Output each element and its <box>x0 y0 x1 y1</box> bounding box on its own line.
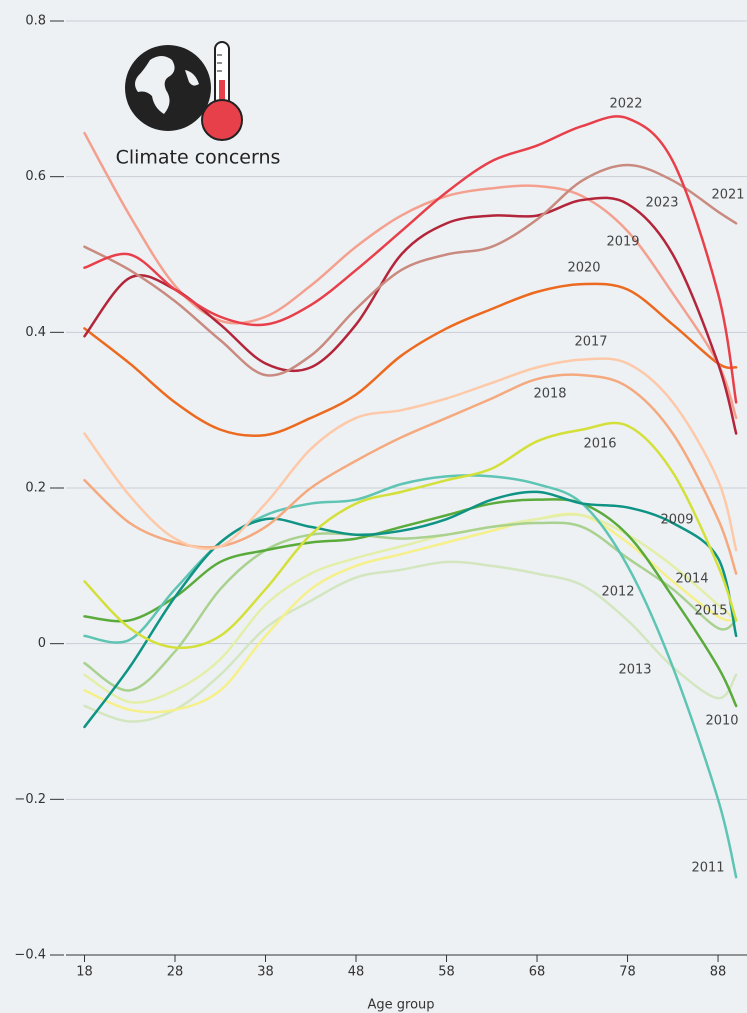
series-label: 2013 <box>618 663 651 678</box>
x-tick-label: 38 <box>257 965 274 980</box>
series-line <box>83 513 738 704</box>
series-label: 2020 <box>567 261 600 276</box>
series-label: 2015 <box>694 604 727 619</box>
y-tick-label: 0.6 <box>25 169 46 184</box>
series-line <box>83 521 738 692</box>
series-line <box>83 196 738 435</box>
series-line <box>83 357 738 552</box>
thermometer-bulb <box>201 99 243 141</box>
series-line <box>83 421 738 650</box>
x-tick-label: 58 <box>438 965 455 980</box>
x-axis-label: Age group <box>367 998 434 1013</box>
series-label: 2019 <box>606 235 639 250</box>
x-tick-label: 48 <box>348 965 365 980</box>
series-label: 2021 <box>711 188 744 203</box>
series-line <box>83 498 738 708</box>
x-tick-label: 78 <box>619 965 636 980</box>
y-tick-label: 0.2 <box>25 481 46 496</box>
series-label: 2018 <box>533 387 566 402</box>
x-tick-label: 28 <box>167 965 184 980</box>
series-label: 2016 <box>583 437 616 452</box>
y-tick-label: 0.8 <box>25 14 46 29</box>
series-line <box>83 163 738 377</box>
labels: 2022 2021 2023 2019 2020 2017 2018 2016 2009 2011… <box>533 97 744 876</box>
lines <box>83 115 738 879</box>
y-tick-label: 0.4 <box>25 325 46 340</box>
series-label: 2010 <box>705 714 738 729</box>
x-tick-label: 68 <box>529 965 546 980</box>
series-label: 2011 <box>691 861 724 876</box>
x-tick-label: 88 <box>710 965 727 980</box>
y-tick-label: −0.4 <box>14 948 46 963</box>
series-label: 2017 <box>574 335 607 350</box>
series-label: 2009 <box>660 513 693 528</box>
series-label: 2012 <box>601 585 634 600</box>
series-label: 2014 <box>675 572 708 587</box>
series-line <box>83 115 738 404</box>
y-tick-label: −0.2 <box>14 792 46 807</box>
grid: −0.4 −0.2 0 0.2 0.4 0.6 0.8 18 28 38 48 58 68 78 88 <box>14 14 747 980</box>
globe-land <box>135 56 199 114</box>
series-line <box>83 490 738 729</box>
climate-icon <box>125 41 243 141</box>
annotation: Climate concerns <box>116 147 281 169</box>
series-label: 2023 <box>645 196 678 211</box>
series-line <box>83 131 738 420</box>
series-line <box>83 282 738 438</box>
x-tick-label: 18 <box>76 965 93 980</box>
series-label: 2022 <box>609 97 642 112</box>
y-tick-label: 0 <box>38 636 46 651</box>
series-line <box>83 560 738 723</box>
series-line <box>83 474 738 879</box>
